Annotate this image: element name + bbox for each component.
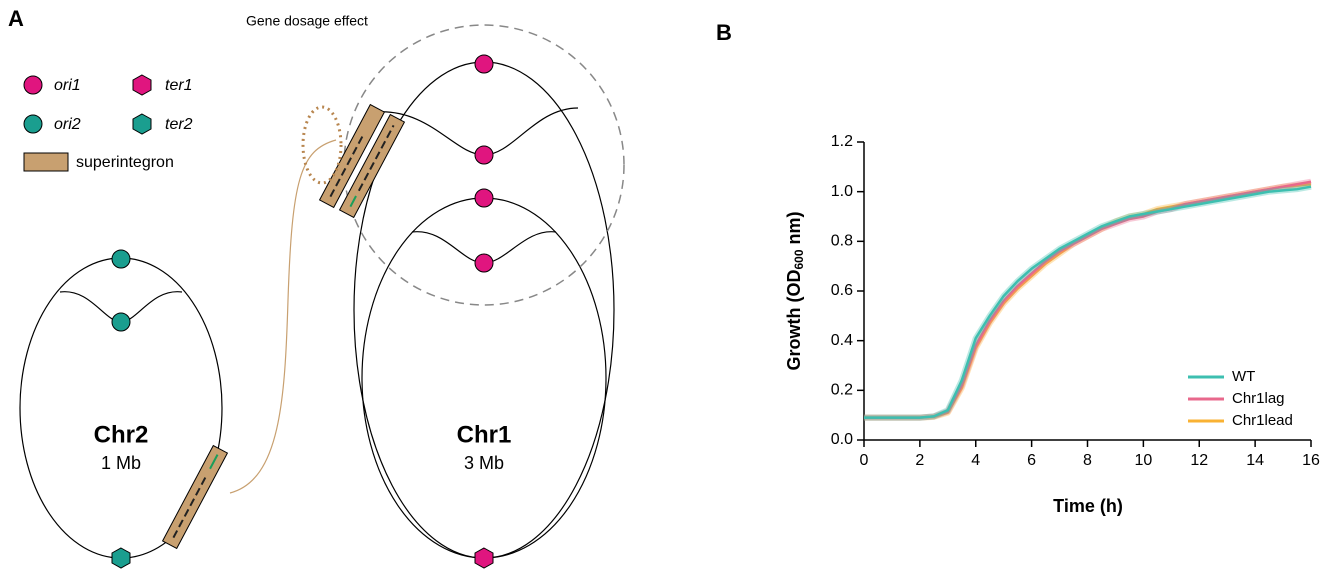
chr-size: 3 Mb — [464, 453, 504, 473]
x-tick-label: 16 — [1302, 452, 1320, 469]
ori2 — [111, 249, 131, 269]
y-tick-label: 0.8 — [831, 233, 853, 250]
ori1 — [474, 253, 494, 273]
x-tick-label: 6 — [1027, 452, 1036, 469]
ori1-icon — [23, 75, 43, 95]
y-tick-label: 1.2 — [831, 133, 853, 150]
legend-label: Chr1lead — [1232, 412, 1293, 429]
y-label-sub: 600 — [792, 249, 806, 269]
ter2-icon — [132, 113, 152, 135]
panel-label: A — [8, 6, 24, 31]
x-tick-label: 10 — [1134, 452, 1152, 469]
superintegron-icon — [23, 152, 69, 172]
ter1 — [474, 547, 494, 569]
transfer-arrow — [229, 139, 337, 494]
panel-label: B — [716, 20, 732, 45]
legend-label: ter2 — [165, 116, 193, 133]
replication-fork — [374, 107, 579, 156]
x-tick-label: 12 — [1190, 452, 1208, 469]
dosage-loop — [301, 105, 343, 185]
ter1-icon — [132, 74, 152, 96]
x-tick-label: 0 — [860, 452, 869, 469]
legend-label: superintegron — [76, 154, 174, 171]
y-axis-label: Growth (OD600 nm) — [784, 211, 806, 370]
x-tick-label: 8 — [1083, 452, 1092, 469]
superintegron — [338, 113, 406, 219]
legend-label: ori1 — [54, 77, 81, 94]
y-tick-label: 0.2 — [831, 382, 853, 399]
x-axis-label: Time (h) — [1053, 496, 1123, 516]
chr1-inner — [361, 197, 607, 559]
x-tick-label: 2 — [915, 452, 924, 469]
superintegron — [318, 103, 386, 209]
annotation: Gene dosage effect — [246, 13, 368, 29]
y-tick-label: 0.4 — [831, 332, 853, 349]
ori1 — [474, 145, 494, 165]
legend-label: ter1 — [165, 77, 193, 94]
y-label-part: nm) — [784, 211, 804, 249]
y-tick-label: 1.0 — [831, 183, 853, 200]
superintegron — [161, 444, 229, 550]
ter2 — [111, 547, 131, 569]
x-tick-label: 14 — [1246, 452, 1264, 469]
legend-label: ori2 — [54, 116, 81, 133]
legend-label: Chr1lag — [1232, 390, 1285, 407]
y-tick-label: 0.0 — [831, 431, 853, 448]
x-tick-label: 4 — [971, 452, 980, 469]
chr-name: Chr1 — [457, 421, 512, 448]
ori1 — [474, 54, 494, 74]
chr-name: Chr2 — [94, 421, 149, 448]
chr-size: 1 Mb — [101, 453, 141, 473]
y-label-part: Growth (OD — [784, 270, 804, 371]
series-line — [864, 185, 1312, 419]
legend-label: WT — [1232, 368, 1255, 385]
y-tick-label: 0.6 — [831, 282, 853, 299]
ori1 — [474, 188, 494, 208]
ori2 — [111, 312, 131, 332]
ori2-icon — [23, 114, 43, 134]
